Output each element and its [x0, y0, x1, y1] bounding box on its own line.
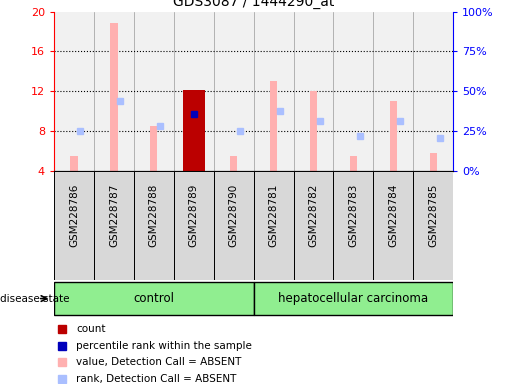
Text: GSM228787: GSM228787 — [109, 184, 119, 247]
Bar — [94, 171, 134, 280]
Title: GDS3087 / 1444290_at: GDS3087 / 1444290_at — [173, 0, 334, 9]
Text: GSM228784: GSM228784 — [388, 184, 398, 247]
Text: value, Detection Call = ABSENT: value, Detection Call = ABSENT — [76, 358, 242, 367]
Text: GSM228788: GSM228788 — [149, 184, 159, 247]
Bar — [253, 12, 294, 171]
Text: control: control — [133, 292, 175, 305]
Text: rank, Detection Call = ABSENT: rank, Detection Call = ABSENT — [76, 374, 236, 384]
Bar — [54, 282, 253, 315]
Bar — [413, 12, 453, 171]
Bar — [230, 156, 237, 171]
Bar — [214, 12, 253, 171]
Text: GSM228786: GSM228786 — [69, 184, 79, 247]
Bar — [334, 171, 373, 280]
Text: hepatocellular carcinoma: hepatocellular carcinoma — [278, 292, 428, 305]
Text: GSM228783: GSM228783 — [349, 184, 358, 247]
Bar — [110, 23, 117, 171]
Bar — [71, 156, 78, 171]
Text: percentile rank within the sample: percentile rank within the sample — [76, 341, 252, 351]
Text: GSM228785: GSM228785 — [428, 184, 438, 247]
Bar — [294, 171, 334, 280]
Bar — [373, 171, 413, 280]
Bar — [373, 12, 413, 171]
Bar — [150, 126, 158, 171]
Bar — [190, 90, 197, 171]
Bar — [54, 171, 94, 280]
Text: GSM228790: GSM228790 — [229, 184, 238, 247]
Text: GSM228781: GSM228781 — [269, 184, 279, 247]
Bar — [310, 91, 317, 171]
Bar — [174, 12, 214, 171]
Text: GSM228782: GSM228782 — [308, 184, 318, 247]
Bar — [174, 171, 214, 280]
Text: disease state: disease state — [0, 293, 70, 304]
Bar — [413, 171, 453, 280]
Bar — [134, 171, 174, 280]
Bar — [270, 81, 277, 171]
Bar — [183, 90, 205, 171]
Bar — [350, 156, 357, 171]
Bar — [54, 12, 94, 171]
Bar — [294, 12, 334, 171]
Bar — [430, 153, 437, 171]
Text: GSM228789: GSM228789 — [189, 184, 199, 247]
Text: count: count — [76, 324, 106, 334]
Bar — [253, 171, 294, 280]
Bar — [94, 12, 134, 171]
Bar — [253, 282, 453, 315]
Bar — [134, 12, 174, 171]
Bar — [390, 101, 397, 171]
Bar — [334, 12, 373, 171]
Bar — [214, 171, 253, 280]
